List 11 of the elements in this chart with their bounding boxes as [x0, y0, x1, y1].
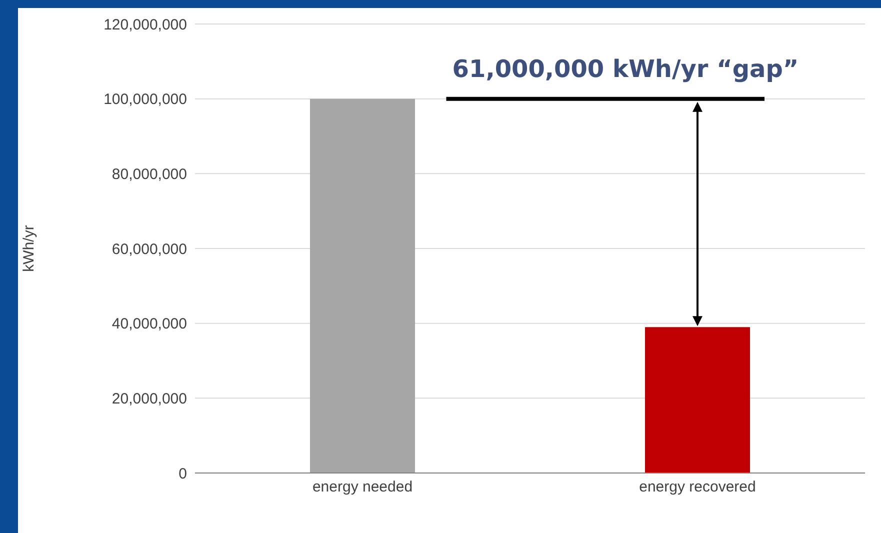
y-tick-label: 0	[178, 465, 187, 482]
y-tick-label: 40,000,000	[112, 316, 187, 333]
y-tick-label: 100,000,000	[104, 91, 187, 108]
y-axis-title: kWh/yr	[20, 225, 38, 272]
y-tick-label: 80,000,000	[112, 166, 187, 183]
y-tick-label: 120,000,000	[104, 16, 187, 34]
x-tick-label: energy needed	[312, 478, 413, 496]
annotation: 61,000,000 kWh/yr “gap”	[452, 54, 799, 83]
y-tick-label: 20,000,000	[112, 390, 187, 408]
y-tick-label: 60,000,000	[112, 240, 187, 258]
x-tick-label: energy recovered	[639, 478, 756, 496]
